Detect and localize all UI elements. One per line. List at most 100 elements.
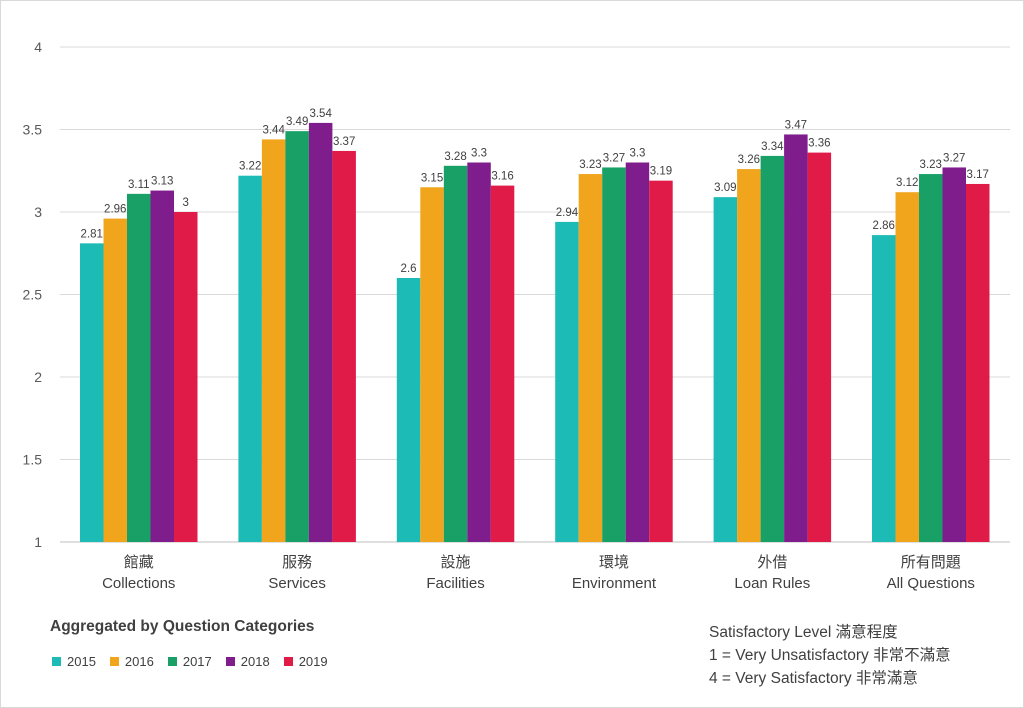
bar-2016-all-questions xyxy=(895,192,919,542)
data-label: 2.6 xyxy=(401,263,417,275)
legend: 2015 2016 2017 2018 2019 xyxy=(52,654,328,669)
legend-label: 2017 xyxy=(182,654,212,669)
legend-swatch xyxy=(225,657,235,666)
data-label: 3.28 xyxy=(444,151,466,163)
bar-2016-services xyxy=(261,139,286,542)
legend-item-2019: 2019 xyxy=(283,654,328,669)
bar-2019-services xyxy=(332,150,356,542)
data-label: 2.96 xyxy=(104,204,126,216)
legend-label: 2019 xyxy=(298,654,328,669)
data-label: 3.12 xyxy=(896,177,918,189)
category-label-en: Environment xyxy=(572,575,657,592)
y-tick-label: 4 xyxy=(34,39,42,55)
category-label-en: Services xyxy=(268,575,326,592)
y-tick-label: 1 xyxy=(34,534,42,550)
data-label: 3.3 xyxy=(471,148,487,160)
data-label: 3.49 xyxy=(286,116,308,128)
data-label: 3.19 xyxy=(650,166,672,178)
y-tick-label: 3.5 xyxy=(23,122,43,138)
data-label: 3.37 xyxy=(333,136,355,148)
data-label: 3.13 xyxy=(151,176,173,188)
bar-2016-facilities xyxy=(420,187,444,542)
data-label: 3.3 xyxy=(629,148,645,160)
data-label: 3 xyxy=(183,197,189,209)
data-label: 3.27 xyxy=(943,152,965,164)
bar-2019-facilities xyxy=(490,185,515,542)
data-label: 3.11 xyxy=(128,179,150,191)
satisfaction-scale-note: Satisfactory Level 滿意程度 1 = Very Unsatis… xyxy=(709,621,951,690)
bar-2017-loan-rules xyxy=(760,155,785,542)
category-label-en: Facilities xyxy=(426,575,484,592)
bar-2015-services xyxy=(238,175,262,542)
category-label-zh: 外借 xyxy=(757,554,787,571)
data-label: 3.17 xyxy=(967,169,989,181)
bar-2015-facilities xyxy=(396,278,421,542)
bar-2016-collections xyxy=(103,218,127,542)
y-tick-label: 2.5 xyxy=(23,287,43,303)
bar-2019-all-questions xyxy=(966,183,990,542)
data-label: 3.36 xyxy=(808,138,830,150)
bar-2018-facilities xyxy=(467,162,491,542)
legend-swatch xyxy=(283,657,293,666)
bar-2017-environment xyxy=(602,167,626,542)
bar-2017-collections xyxy=(127,193,151,542)
data-label: 3.23 xyxy=(920,159,942,171)
legend-item-2016: 2016 xyxy=(109,654,154,669)
category-label-en: Collections xyxy=(102,575,175,592)
legend-label: 2018 xyxy=(240,654,270,669)
note-line-1: Satisfactory Level 滿意程度 xyxy=(709,624,898,641)
data-label: 3.47 xyxy=(785,119,807,131)
y-tick-label: 2 xyxy=(34,369,42,385)
note-line-2: 1 = Very Unsatisfactory 非常不滿意 xyxy=(709,647,951,664)
legend-item-2018: 2018 xyxy=(225,654,270,669)
category-label-zh: 館藏 xyxy=(124,554,154,571)
data-label: 2.81 xyxy=(81,228,103,240)
y-tick-label: 3 xyxy=(34,204,42,220)
bar-2018-services xyxy=(308,122,333,543)
bar-2016-environment xyxy=(578,174,603,543)
bar-2019-collections xyxy=(174,212,198,542)
data-label: 2.94 xyxy=(556,207,579,219)
bars xyxy=(80,122,990,543)
bar-2018-all-questions xyxy=(942,167,966,542)
legend-swatch xyxy=(109,657,119,666)
legend-item-2017: 2017 xyxy=(167,654,212,669)
y-axis-ticks: 1 1.5 2 2.5 3 3.5 4 xyxy=(23,39,43,550)
bar-2018-environment xyxy=(625,162,650,542)
bar-2015-all-questions xyxy=(872,235,896,542)
category-label-zh: 服務 xyxy=(282,554,312,571)
category-label-zh: 環境 xyxy=(599,553,629,571)
category-label-en: Loan Rules xyxy=(734,575,810,592)
bar-2017-all-questions xyxy=(919,174,943,543)
bar-chart: 11.522.533.54 2.812.963.11 3.1333.223.443… xyxy=(23,39,1010,592)
category-label-zh: 設施 xyxy=(441,554,471,571)
legend-item-2015: 2015 xyxy=(52,654,96,669)
data-labels: 2.812.96 3.11 3.13 3 3.22 3.443.493.54 3.37 2.6… xyxy=(81,108,989,275)
bar-2017-services xyxy=(285,131,309,542)
bar-2019-loan-rules xyxy=(807,152,832,542)
legend-title: Aggregated by Question Categories xyxy=(50,618,315,635)
bar-2015-loan-rules xyxy=(713,197,738,542)
data-label: 2.86 xyxy=(873,220,895,232)
bar-2016-loan-rules xyxy=(737,169,761,542)
x-axis-categories: 館藏 Collections 服務 Services 設施 Facilities 環境 Env… xyxy=(102,553,975,592)
bar-2017-facilities xyxy=(443,165,468,543)
data-label: 3.09 xyxy=(714,182,736,194)
data-label: 3.15 xyxy=(421,172,443,184)
bar-2015-collections xyxy=(80,243,104,542)
data-label: 3.26 xyxy=(738,154,760,166)
legend-label: 2015 xyxy=(67,654,96,669)
data-label: 3.16 xyxy=(491,171,513,183)
bar-2015-environment xyxy=(555,221,579,542)
data-label: 3.23 xyxy=(579,159,601,171)
legend-swatch xyxy=(167,657,177,666)
legend-label: 2016 xyxy=(124,654,154,669)
bar-2018-collections xyxy=(150,190,174,543)
gridlines xyxy=(60,46,1010,543)
data-label: 3.54 xyxy=(309,108,332,120)
data-label: 3.22 xyxy=(239,161,261,173)
category-label-zh: 所有問題 xyxy=(901,554,961,571)
y-tick-label: 1.5 xyxy=(23,452,43,468)
bar-2019-environment xyxy=(649,180,673,542)
data-label: 3.34 xyxy=(761,141,784,153)
